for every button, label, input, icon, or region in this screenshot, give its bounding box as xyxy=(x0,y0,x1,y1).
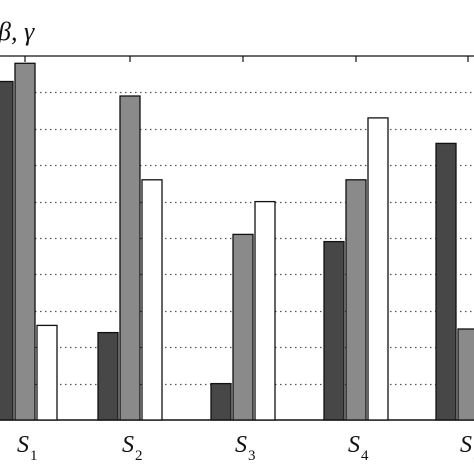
category-label: S5 xyxy=(460,432,474,464)
category-label: S4 xyxy=(348,432,369,464)
bar-s2-c4 xyxy=(345,179,367,421)
grid-lines xyxy=(0,91,474,386)
bar-s1-c4 xyxy=(323,240,345,421)
bar-s2-c2 xyxy=(119,95,141,421)
bar-s2-c1 xyxy=(14,62,36,421)
y-axis-label: β, γ xyxy=(0,17,35,46)
category-label: S3 xyxy=(235,432,256,464)
bar-s2-c3 xyxy=(232,233,254,421)
bar-s1-c5 xyxy=(435,142,457,421)
bar-s1-c3 xyxy=(210,382,232,421)
bar-s1-c2 xyxy=(97,331,119,421)
bar-s3-c1 xyxy=(36,324,58,421)
category-label: S1 xyxy=(17,432,38,464)
bar-s3-c3 xyxy=(254,200,276,421)
bars xyxy=(0,62,474,421)
bar-s3-c4 xyxy=(367,117,389,421)
bar-s1-c1 xyxy=(0,80,14,421)
bar-s3-c2 xyxy=(141,179,163,421)
category-labels: S1 S2 S3 S4 S5 xyxy=(17,432,474,464)
category-label: S2 xyxy=(122,432,143,464)
bar-s2-c5 xyxy=(457,328,474,421)
